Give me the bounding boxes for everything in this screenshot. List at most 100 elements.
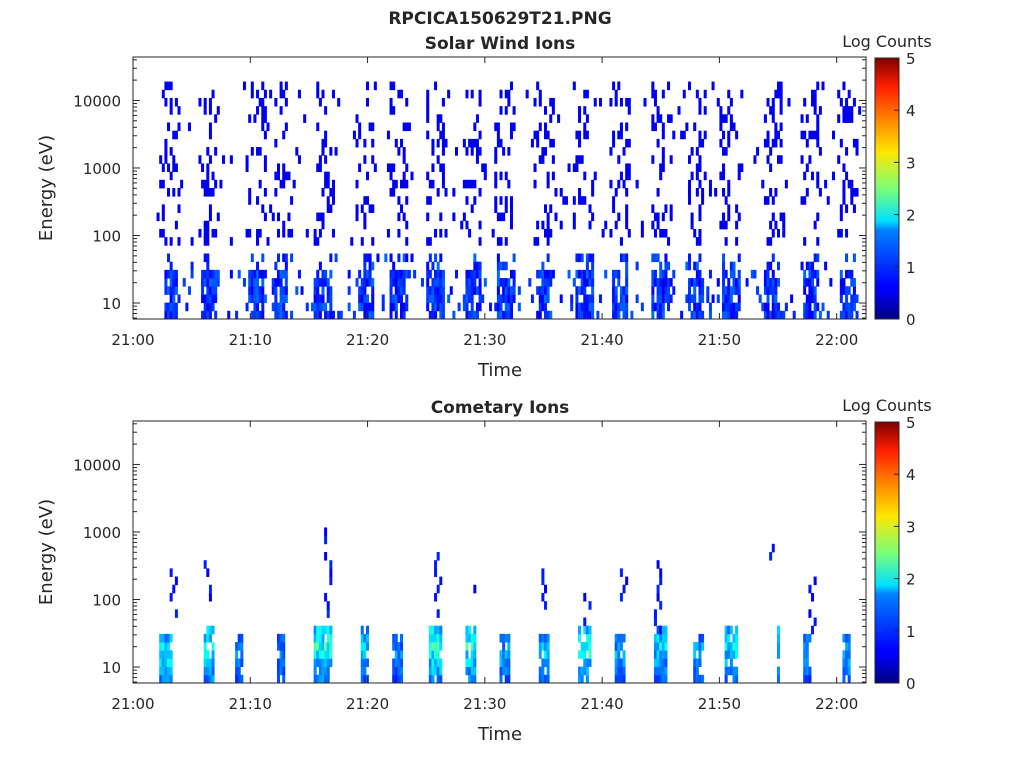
spectrogram-cell (436, 674, 440, 684)
spectrogram-cell (326, 278, 330, 287)
spectrogram-cell (698, 294, 702, 304)
spectrogram-cell (318, 261, 322, 271)
spectrogram-cell (703, 89, 707, 99)
spectrogram-cell (313, 642, 317, 651)
spectrogram-cell (803, 666, 807, 676)
spectrogram-cell (276, 674, 280, 684)
spectrogram-cell (465, 278, 469, 287)
spectrogram-cell (855, 310, 859, 320)
spectrogram-cell (169, 81, 173, 91)
spectrogram-cell (771, 97, 775, 107)
spectrogram-cell (428, 310, 432, 320)
spectrogram-cell (313, 237, 317, 246)
spectrogram-cell (842, 650, 846, 659)
spectrogram-cell (617, 179, 621, 189)
spectrogram-cell (206, 147, 210, 156)
spectrogram-cell (269, 89, 273, 99)
spectrogram-cell (318, 310, 322, 320)
spectrogram-cell (845, 633, 849, 643)
spectrogram-cell (625, 310, 629, 320)
spectrogram-cell (174, 310, 178, 320)
spectrogram-cell (653, 212, 657, 222)
spectrogram-cell (763, 278, 767, 287)
spectrogram-cell (546, 179, 550, 189)
spectrogram-cell (316, 269, 320, 279)
spectrogram-cell (400, 633, 404, 643)
spectrogram-cell (321, 269, 325, 279)
spectrogram-cell (667, 302, 671, 312)
spectrogram-cell (578, 650, 582, 659)
spectrogram-cell (651, 253, 655, 263)
spectrogram-cell (640, 228, 644, 238)
spectrogram-cell (509, 294, 513, 304)
spectrogram-cell (776, 130, 781, 140)
spectrogram-cell (494, 196, 498, 205)
spectrogram-cell (842, 674, 846, 684)
spectrogram-cell (546, 212, 550, 222)
spectrogram-cell (494, 147, 498, 156)
spectrogram-cell (627, 97, 631, 107)
spectrogram-cell (216, 269, 220, 279)
spectrogram-cell (426, 171, 430, 181)
spectrogram-cell (619, 130, 623, 140)
spectrogram-cell (816, 122, 820, 132)
spectrogram-cell (680, 130, 684, 140)
spectrogram-cell (852, 278, 856, 287)
spectrogram-cell (609, 179, 613, 189)
spectrogram-cell (687, 294, 692, 304)
spectrogram-cell (776, 666, 781, 676)
spectrogram-cell (161, 674, 165, 684)
spectrogram-cell (400, 294, 404, 304)
spectrogram-cell (598, 294, 602, 304)
spectrogram-cell (769, 220, 773, 230)
spectrogram-cell (583, 302, 587, 312)
spectrogram-cell (478, 294, 482, 304)
spectrogram-cell (667, 286, 671, 295)
spectrogram-cell (839, 278, 843, 287)
spectrogram-cell (591, 310, 595, 320)
spectrogram-cell (284, 261, 288, 271)
spectrogram-cell (766, 278, 770, 287)
spectrogram-cell (499, 674, 503, 684)
spectrogram-cell (811, 97, 815, 107)
spectrogram-cell (735, 310, 739, 320)
spectrogram-cell (536, 130, 540, 140)
spectrogram-cell (541, 269, 545, 279)
spectrogram-cell (465, 89, 469, 99)
spectrogram-cell (575, 253, 579, 263)
spectrogram-cell (732, 261, 736, 271)
spectrogram-cell (803, 286, 807, 295)
spectrogram-cell (358, 286, 362, 295)
spectrogram-cell (541, 568, 545, 577)
spectrogram-cell (253, 114, 257, 123)
spectrogram-cell (326, 633, 330, 643)
spectrogram-cell (546, 650, 550, 659)
spectrogram-cell (400, 89, 404, 99)
spectrogram-cell (803, 633, 807, 643)
spectrogram-cell (541, 302, 545, 312)
spectrogram-cell (664, 228, 668, 238)
spectrogram-cell (208, 130, 212, 140)
spectrogram-cell (402, 122, 406, 132)
spectrogram-cell (279, 179, 283, 189)
spectrogram-cell (321, 278, 325, 287)
spectrogram-cell (478, 130, 482, 140)
spectrogram-cell (763, 302, 767, 312)
spectrogram-cell (203, 220, 207, 230)
spectrogram-cell (619, 286, 623, 295)
spectrogram-cell (570, 302, 574, 312)
spectrogram-cell (282, 650, 286, 659)
spectrogram-cell (368, 302, 372, 312)
spectrogram-cell (612, 269, 616, 279)
spectrogram-cell (167, 666, 171, 676)
spectrogram-cell (496, 269, 500, 279)
spectrogram-cell (609, 147, 613, 156)
spectrogram-cell (431, 163, 435, 173)
spectrogram-cell (439, 666, 443, 676)
spectrogram-cell (394, 302, 398, 312)
spectrogram-cell (206, 220, 210, 230)
spectrogram-cell (177, 237, 181, 246)
spectrogram-cell (729, 294, 733, 304)
spectrogram-cell (580, 302, 584, 312)
